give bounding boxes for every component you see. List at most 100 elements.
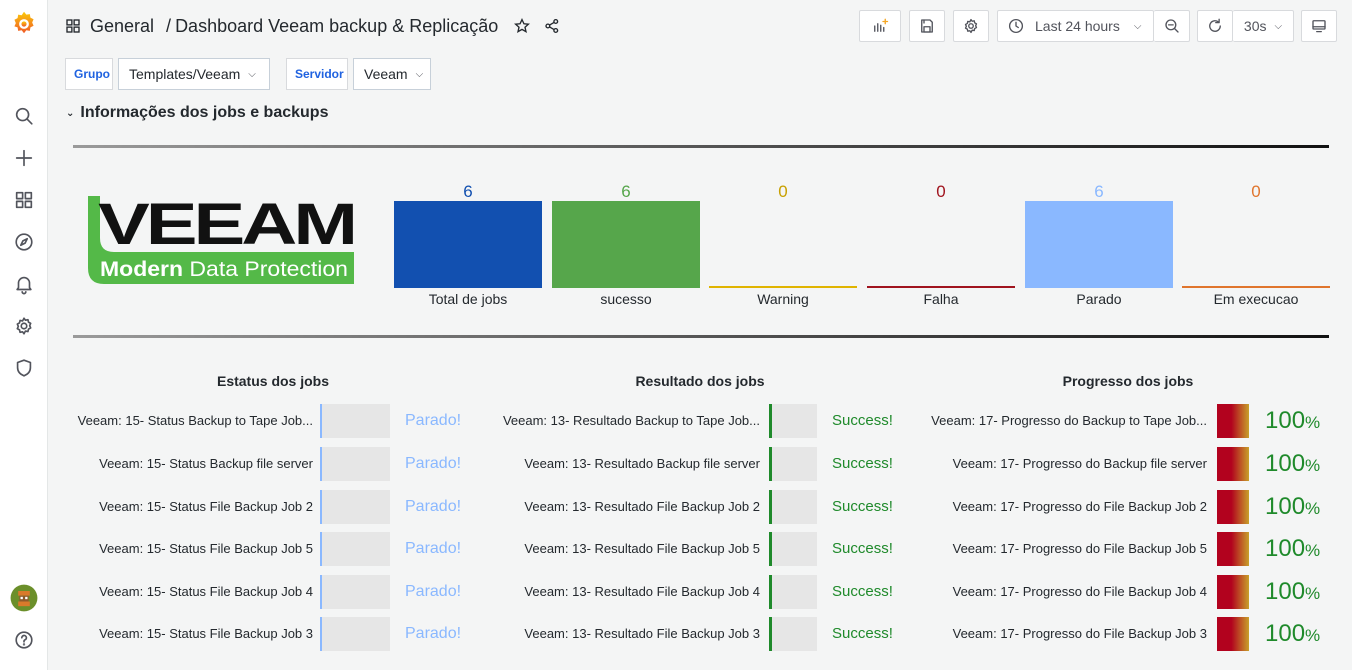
variable-select-grupo[interactable]: Templates/Veeam ⌵ — [118, 58, 270, 90]
variable-value-servidor: Veeam — [364, 66, 408, 82]
stat-panel[interactable]: 6 Total de jobs — [394, 180, 542, 310]
result-panel-title: Resultado dos jobs — [635, 373, 765, 389]
result-value-cell: Success! — [832, 455, 893, 472]
plus-icon[interactable] — [6, 140, 42, 176]
refresh-interval-picker[interactable]: 30s ⌵ — [1233, 10, 1294, 42]
progress-unit: % — [1305, 499, 1321, 518]
status-value: Parado! — [405, 412, 462, 429]
search-icon[interactable] — [6, 98, 42, 134]
chevron-down-icon: ⌵ — [1274, 20, 1283, 32]
status-value-cell: Parado! — [405, 498, 461, 516]
refresh-interval-label: 30s — [1243, 18, 1267, 34]
help-icon[interactable] — [6, 622, 42, 658]
status-value-cell: Parado! — [405, 540, 461, 558]
status-value: Parado! — [405, 498, 462, 515]
gear-icon — [964, 18, 978, 34]
row-name: Veeam: 17- Progresso do Backup file serv… — [952, 456, 1207, 471]
variable-label-servidor: Servidor — [286, 58, 348, 90]
result-gauge — [769, 617, 817, 651]
zoom-out-icon — [1164, 19, 1179, 33]
stat-baseline — [1182, 286, 1330, 288]
gear-icon[interactable] — [6, 308, 42, 344]
prog-gauge — [1217, 447, 1249, 481]
stat-fill — [1025, 201, 1173, 288]
progress-unit: % — [1305, 541, 1321, 560]
row-header[interactable]: ⌄ Informações dos jobs e backups — [66, 104, 328, 122]
progress-value: 100 — [1265, 407, 1306, 434]
prog-gauge — [1217, 404, 1249, 438]
monitor-icon — [1312, 20, 1326, 33]
stat-label: Warning — [757, 291, 809, 307]
status-value: Parado! — [405, 583, 462, 600]
zoom-out-button[interactable] — [1154, 10, 1190, 42]
prog-gauge — [1217, 575, 1249, 609]
tv-mode-button[interactable] — [1301, 10, 1337, 42]
stat-fill — [394, 201, 542, 288]
result-value-cell: Success! — [832, 498, 893, 515]
progress-unit: % — [1305, 626, 1321, 645]
stat-panel[interactable]: 0 Warning — [709, 180, 857, 310]
stat-panel[interactable]: 0 Falha — [867, 180, 1015, 310]
stat-label: Falha — [923, 291, 959, 307]
result-gauge — [769, 532, 817, 566]
prog-gauge — [1217, 490, 1249, 524]
add-panel-button[interactable] — [859, 10, 901, 42]
stat-panel[interactable]: 0 Em execucao — [1182, 180, 1330, 310]
veeam-logo-image: VEEAM Modern Data Protection — [88, 192, 357, 284]
top-navbar: General / Dashboard Veeam backup & Repli… — [48, 0, 1352, 52]
stat-panel[interactable]: 6 sucesso — [552, 180, 700, 310]
chevron-down-icon: ⌵ — [248, 68, 256, 80]
stat-value: 6 — [621, 182, 631, 201]
dashboard-title[interactable]: Dashboard Veeam backup & Replicação — [175, 15, 499, 36]
status-value-cell: Parado! — [405, 583, 461, 601]
progress-unit: % — [1305, 413, 1321, 432]
save-button[interactable] — [909, 10, 945, 42]
stat-baseline — [867, 286, 1015, 288]
result-value: Success! — [832, 455, 893, 472]
refresh-button[interactable] — [1197, 10, 1233, 42]
row-name: Veeam: 17- Progresso do File Backup Job … — [952, 541, 1207, 556]
divider-top — [73, 145, 1329, 148]
row-name: Veeam: 15- Status File Backup Job 4 — [99, 584, 313, 599]
bell-icon[interactable] — [6, 266, 42, 302]
chevron-down-icon: ⌵ — [415, 68, 424, 80]
row-name: Veeam: 13- Resultado File Backup Job 5 — [524, 541, 760, 556]
row-name: Veeam: 17- Progresso do File Backup Job … — [952, 499, 1207, 514]
compass-icon[interactable] — [6, 224, 42, 260]
add-panel-icon — [874, 18, 889, 32]
variable-value-grupo: Templates/Veeam — [129, 66, 241, 82]
status-value-cell: Parado! — [405, 455, 461, 473]
variable-select-servidor[interactable]: Veeam ⌵ — [353, 58, 431, 90]
breadcrumb-folder[interactable]: General — [90, 15, 155, 36]
stat-label: sucesso — [600, 291, 652, 307]
stat-panel[interactable]: 6 Parado — [1025, 180, 1173, 310]
stat-fill — [552, 201, 700, 288]
progress-value: 100 — [1265, 620, 1306, 647]
prog-gauge — [1217, 532, 1249, 566]
breadcrumb: General / Dashboard Veeam backup & Repli… — [64, 14, 562, 38]
row-name: Veeam: 15- Status File Backup Job 5 — [99, 541, 313, 556]
row-title: Informações dos jobs e backups — [80, 104, 329, 121]
row-name: Veeam: 17- Progresso do File Backup Job … — [952, 626, 1207, 641]
row-name: Veeam: 15- Status Backup file server — [99, 456, 313, 471]
prog-value-cell: 100% — [1265, 620, 1320, 648]
stat-value: 0 — [1251, 182, 1261, 201]
avatar[interactable] — [6, 580, 42, 616]
breadcrumb-separator: / — [166, 15, 172, 36]
row-name: Veeam: 13- Resultado Backup file server — [524, 456, 760, 471]
time-range-picker[interactable]: Last 24 hours ⌵ — [997, 10, 1154, 42]
share-icon[interactable] — [542, 16, 562, 36]
settings-button[interactable] — [953, 10, 989, 42]
svg-text:VEEAM: VEEAM — [98, 196, 354, 257]
status-gauge — [320, 532, 390, 566]
grafana-logo-icon[interactable] — [6, 6, 42, 42]
progress-value: 100 — [1265, 450, 1306, 477]
result-value: Success! — [832, 625, 893, 642]
dashboards-icon[interactable] — [6, 182, 42, 218]
divider-bottom — [73, 335, 1329, 338]
svg-text:Modern Data Protection: Modern Data Protection — [100, 258, 348, 281]
star-icon[interactable] — [512, 16, 532, 36]
shield-icon[interactable] — [6, 350, 42, 386]
refresh-icon — [1209, 18, 1221, 32]
row-name: Veeam: 15- Status File Backup Job 2 — [99, 499, 313, 514]
